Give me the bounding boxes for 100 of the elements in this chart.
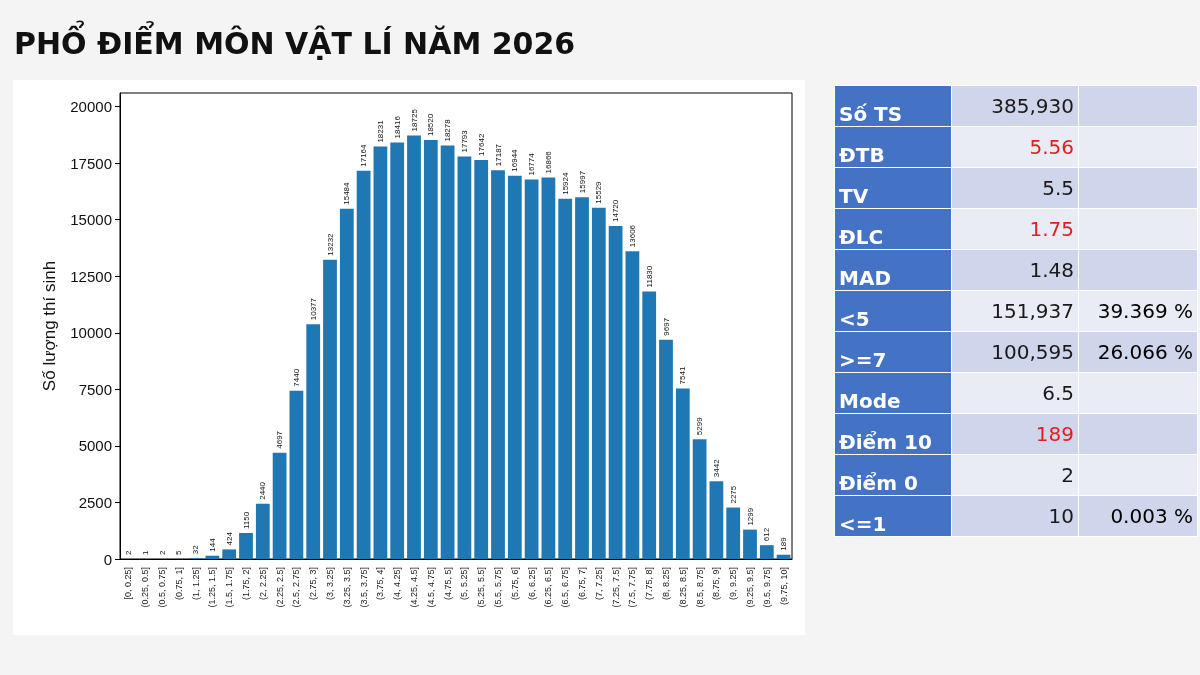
data-label: 18231 xyxy=(375,119,385,143)
data-label: 16866 xyxy=(543,150,553,174)
y-tick-label: 17500 xyxy=(70,154,112,172)
category-label: >=7 xyxy=(839,348,887,372)
x-tick-label: (6.75, 7] xyxy=(577,567,587,601)
data-label: 16944 xyxy=(510,148,520,172)
x-tick-label: (3.5, 3.75] xyxy=(358,567,369,608)
text: 0.003 % xyxy=(1110,504,1193,528)
y-tick-label: 10000 xyxy=(70,324,112,342)
bar xyxy=(625,251,640,559)
y-tick-label: 2500 xyxy=(78,493,112,511)
data-label: 4697 xyxy=(275,430,285,449)
y-tick-label: 7500 xyxy=(78,380,112,398)
x-tick-label: (4.25, 4.5] xyxy=(409,567,419,608)
data-label: 17164 xyxy=(359,143,369,167)
text: 385,930 xyxy=(991,94,1074,118)
data-label: 1 xyxy=(140,549,150,555)
data-label: 18416 xyxy=(392,115,402,139)
bar xyxy=(608,226,623,559)
data-label: 17187 xyxy=(493,143,503,167)
x-tick-label: (4, 4.25] xyxy=(392,567,403,601)
bar xyxy=(289,390,304,559)
x-tick-label: (1, 1.25] xyxy=(190,567,201,601)
data-label: 15529 xyxy=(594,180,604,204)
x-tick-label: (0.75, 1] xyxy=(173,567,184,601)
data-label: 7440 xyxy=(291,368,301,387)
category-label: MAD xyxy=(839,266,891,290)
text: 1.75 xyxy=(1029,217,1074,241)
data-label: 3442 xyxy=(711,458,721,478)
y-tick-label: 5000 xyxy=(78,437,112,455)
data-label: 10377 xyxy=(308,297,318,321)
category-label: Điểm 10 xyxy=(839,430,932,454)
data-label: 16774 xyxy=(527,152,537,176)
bar xyxy=(255,503,270,559)
bar xyxy=(339,208,354,559)
bar xyxy=(743,529,757,559)
data-label: 11830 xyxy=(644,265,654,288)
y-axis-title: Số lượng thí sinh xyxy=(40,260,59,392)
x-tick-label: (7.5, 7.75] xyxy=(627,567,638,608)
category-label: <5 xyxy=(839,307,870,331)
data-label: 2275 xyxy=(728,485,738,504)
text: 6.5 xyxy=(1042,381,1074,405)
data-label: 9697 xyxy=(661,317,671,336)
data-label: 18278 xyxy=(443,118,453,142)
x-tick-label: (6.25, 6.5] xyxy=(543,567,554,608)
category-label: Số TS xyxy=(839,102,903,126)
data-label: 17793 xyxy=(459,129,469,153)
bar xyxy=(726,507,741,559)
x-tick-label: (7, 7.25] xyxy=(593,567,604,601)
x-tick-label: (9.5, 9.75] xyxy=(761,567,772,608)
text: 151,937 xyxy=(991,299,1074,323)
bar xyxy=(642,291,657,559)
bar xyxy=(675,388,690,559)
data-label: 14720 xyxy=(611,199,621,223)
x-tick-label: (2, 2.25] xyxy=(257,567,268,601)
bar xyxy=(491,170,505,559)
text: 100,595 xyxy=(991,340,1074,364)
x-tick-label: (2.25, 2.5] xyxy=(274,567,285,608)
data-label: 18725 xyxy=(409,108,419,132)
bar xyxy=(474,159,489,559)
text: 5.56 xyxy=(1029,135,1074,159)
y-tick-label: 20000 xyxy=(70,98,112,116)
data-label: 7541 xyxy=(678,366,688,385)
x-tick-label: (6.5, 6.75] xyxy=(560,567,571,608)
bar xyxy=(457,156,472,559)
x-tick-label: [0, 0.25] xyxy=(123,567,134,600)
text: 189 xyxy=(1035,422,1074,446)
bar xyxy=(272,452,287,559)
data-label: 612 xyxy=(762,527,772,542)
x-tick-label: (3.75, 4] xyxy=(375,567,386,601)
category-label: Mode xyxy=(839,389,901,413)
x-tick-label: (5, 5.25] xyxy=(459,567,470,601)
data-label: 15484 xyxy=(342,181,352,205)
bar xyxy=(541,177,556,559)
bar xyxy=(423,140,438,559)
x-tick-label: (9.75, 10] xyxy=(778,567,789,606)
data-label: 2 xyxy=(157,549,167,555)
x-tick-label: (3, 3.25] xyxy=(325,567,335,601)
text: 10 xyxy=(1048,504,1074,528)
data-label: 15997 xyxy=(577,170,587,194)
data-label: 13606 xyxy=(627,224,637,248)
category-label: <=1 xyxy=(839,512,887,536)
x-tick-label: (4.75, 5] xyxy=(442,567,453,601)
category-label: ĐLC xyxy=(839,225,884,249)
bar xyxy=(373,146,388,559)
category-label: TV xyxy=(839,184,869,208)
data-label: 18520 xyxy=(426,113,436,137)
bar xyxy=(558,198,573,559)
data-label: 1299 xyxy=(745,507,755,526)
bar xyxy=(524,179,539,559)
x-tick-label: (8.75, 9] xyxy=(711,567,722,601)
x-tick-label: (2.5, 2.75] xyxy=(291,567,302,608)
bar xyxy=(356,170,371,559)
bar xyxy=(759,545,774,559)
bar xyxy=(659,339,673,559)
bar xyxy=(390,142,405,559)
bar xyxy=(692,439,707,559)
data-label: 32 xyxy=(191,544,201,555)
x-tick-label: (9.25, 9.5] xyxy=(745,567,755,608)
x-tick-label: (7.75, 8] xyxy=(644,567,655,601)
